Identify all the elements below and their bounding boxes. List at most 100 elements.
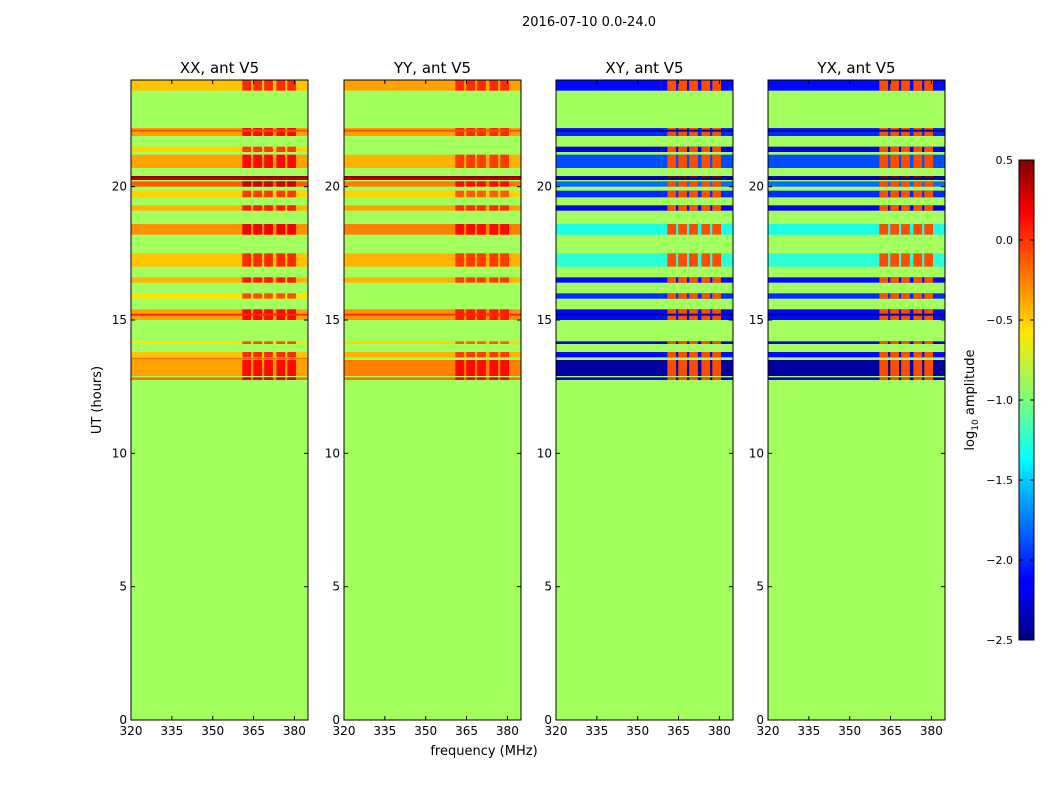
- heatmap-band: [556, 190, 733, 198]
- rfi-cell: [253, 352, 262, 358]
- rfi-cell: [913, 293, 923, 299]
- heatmap-line: [556, 313, 733, 316]
- rfi-cell: [913, 377, 923, 380]
- rfi-cell: [500, 352, 510, 358]
- y-tick-label: 10: [749, 446, 764, 460]
- rfi-cell: [712, 277, 722, 283]
- rfi-cell: [667, 277, 677, 283]
- rfi-cell: [913, 352, 923, 358]
- rfi-cell: [264, 181, 273, 187]
- rfi-cell: [287, 352, 297, 358]
- colorbar-tick-label: −1.5: [986, 474, 1013, 487]
- rfi-cell: [287, 253, 297, 267]
- rfi-cell: [500, 224, 510, 235]
- heatmap-band: [556, 128, 733, 136]
- rfi-cell: [678, 154, 687, 168]
- y-tick-label: 10: [112, 446, 127, 460]
- rfi-cell: [689, 377, 698, 380]
- heatmap-line: [344, 177, 521, 180]
- colorbar-tick-label: −2.0: [986, 554, 1013, 567]
- rfi-cell: [924, 352, 934, 358]
- rfi-cell: [489, 190, 499, 198]
- rfi-cell: [701, 190, 711, 198]
- heatmap-band: [556, 377, 733, 380]
- rfi-cell: [913, 128, 923, 136]
- rfi-cell: [913, 146, 923, 152]
- rfi-cell: [500, 205, 510, 211]
- rfi-cell: [287, 377, 297, 380]
- rfi-cell: [264, 253, 273, 267]
- rfi-cell: [500, 341, 510, 344]
- rfi-cell: [253, 181, 262, 187]
- colorbar-label: log10 amplitude: [963, 349, 981, 450]
- rfi-cell: [489, 352, 499, 358]
- heatmap-band: [131, 190, 308, 198]
- rfi-cell: [455, 154, 465, 168]
- rfi-cell: [253, 377, 262, 380]
- rfi-cell: [477, 377, 486, 380]
- x-tick-label: 335: [797, 724, 820, 738]
- rfi-cell: [924, 181, 934, 187]
- y-tick-label: 15: [537, 313, 552, 327]
- panel-title: YY, ant V5: [393, 59, 471, 77]
- rfi-cell: [242, 205, 252, 211]
- rfi-cell: [500, 190, 510, 198]
- rfi-cell: [879, 277, 889, 283]
- heatmap-band: [131, 181, 308, 187]
- rfi-cell: [489, 128, 499, 136]
- heatmap-band: [768, 128, 945, 136]
- rfi-cell: [701, 352, 711, 358]
- rfi-cell: [455, 224, 465, 235]
- rfi-cell: [712, 146, 722, 152]
- rfi-cell: [667, 352, 677, 358]
- rfi-cell: [276, 360, 286, 376]
- rfi-cell: [466, 277, 475, 283]
- rfi-cell: [901, 293, 910, 299]
- rfi-cell: [500, 128, 510, 136]
- rfi-cell: [253, 253, 262, 267]
- rfi-cell: [689, 181, 698, 187]
- rfi-cell: [264, 154, 273, 168]
- rfi-cell: [276, 181, 286, 187]
- rfi-cell: [689, 253, 698, 267]
- colorbar-ticks: 0.5 0.0 −0.5 −1.0 −1.5 −2.0 −2.5: [986, 154, 1034, 647]
- heatmap-band: [556, 224, 733, 235]
- panel-title: XY, ant V5: [605, 59, 683, 77]
- heatmap-band: [768, 146, 945, 152]
- rfi-cell: [276, 128, 286, 136]
- rfi-cell: [489, 80, 499, 91]
- heatmap-band: [556, 277, 733, 283]
- heatmap-band: [768, 80, 945, 91]
- rfi-cell: [667, 154, 677, 168]
- y-axis-label: UT (hours): [90, 366, 105, 434]
- rfi-cell: [500, 360, 510, 376]
- panel-background: [131, 80, 308, 720]
- rfi-cell: [477, 190, 486, 198]
- heatmap-band: [131, 293, 308, 299]
- rfi-cell: [667, 293, 677, 299]
- y-tick-label: 0: [332, 713, 340, 727]
- rfi-cell: [667, 146, 677, 152]
- rfi-cell: [678, 341, 687, 344]
- rfi-cell: [466, 377, 475, 380]
- heatmap-band: [131, 341, 308, 344]
- rfi-cell: [678, 360, 687, 376]
- rfi-cell: [701, 80, 711, 91]
- rfi-cell: [890, 181, 899, 187]
- heatmap-band: [556, 181, 733, 187]
- y-tick-label: 20: [112, 180, 127, 194]
- y-tick-label: 15: [325, 313, 340, 327]
- rfi-cell: [264, 205, 273, 211]
- heatmap-band: [344, 341, 521, 344]
- rfi-cell: [455, 360, 465, 376]
- rfi-cell: [924, 190, 934, 198]
- heatmap-band: [131, 352, 308, 358]
- rfi-cell: [901, 128, 910, 136]
- rfi-cell: [890, 360, 899, 376]
- rfi-cell: [477, 154, 486, 168]
- rfi-cell: [264, 341, 273, 344]
- rfi-cell: [689, 205, 698, 211]
- y-tick-label: 5: [756, 580, 764, 594]
- rfi-cell: [264, 377, 273, 380]
- rfi-cell: [689, 224, 698, 235]
